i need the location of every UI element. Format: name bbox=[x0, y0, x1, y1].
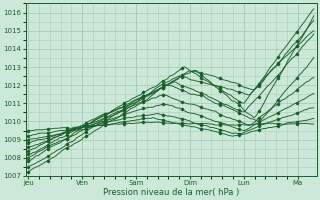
X-axis label: Pression niveau de la mer( hPa ): Pression niveau de la mer( hPa ) bbox=[103, 188, 239, 197]
